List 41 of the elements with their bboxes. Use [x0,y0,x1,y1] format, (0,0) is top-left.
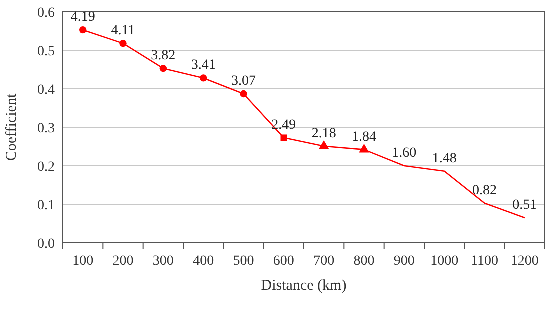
annotation: 1.60 [392,146,417,161]
x-tick-label: 600 [273,254,294,269]
x-tick-label: 900 [394,254,415,269]
y-tick-label: 0.5 [38,44,55,60]
y-tick-label: 0.4 [38,83,55,98]
point [318,140,330,150]
annotation: 0.82 [472,183,497,198]
x-tick-label: 400 [193,254,214,269]
annotation: 3.82 [151,48,176,64]
point [200,74,208,82]
y-tick-label: 0.3 [38,122,55,136]
annotation: 4.19 [70,10,96,26]
annotation: 2.49 [272,118,296,133]
y-tick-label: 0.0 [38,237,55,252]
x-tick-label: 700 [314,254,335,269]
annotation: 4.11 [111,24,136,39]
y-tick-label: 0.2 [38,160,55,175]
point [240,90,248,98]
annotation: 0.51 [512,198,538,213]
x-tick-label: 300 [152,254,174,269]
point [359,144,370,153]
annotation: 2.18 [312,126,336,142]
point [160,65,167,72]
point [120,40,127,48]
y-tick-label: 0.6 [38,6,55,21]
point [80,26,87,34]
x-tick-label: 1100 [471,254,498,269]
x-tick-label: 1000 [430,254,459,269]
annotation: 3.41 [191,58,216,74]
x-tick-label: 100 [72,254,94,269]
x-tick-label: 800 [354,254,375,269]
point [280,134,288,142]
x-tick-label: 1200 [510,254,539,269]
x-tick-label: 500 [233,254,254,269]
annotation: 1.84 [352,130,376,145]
annotation: 1.48 [432,151,457,166]
y-tick-label: 0.1 [38,198,55,214]
x-tick-label: 200 [112,254,134,269]
x-axis-title: Distance (km) [261,278,347,294]
annotation: 3.07 [232,74,256,90]
y-axis-title: Coefficient [4,93,20,162]
